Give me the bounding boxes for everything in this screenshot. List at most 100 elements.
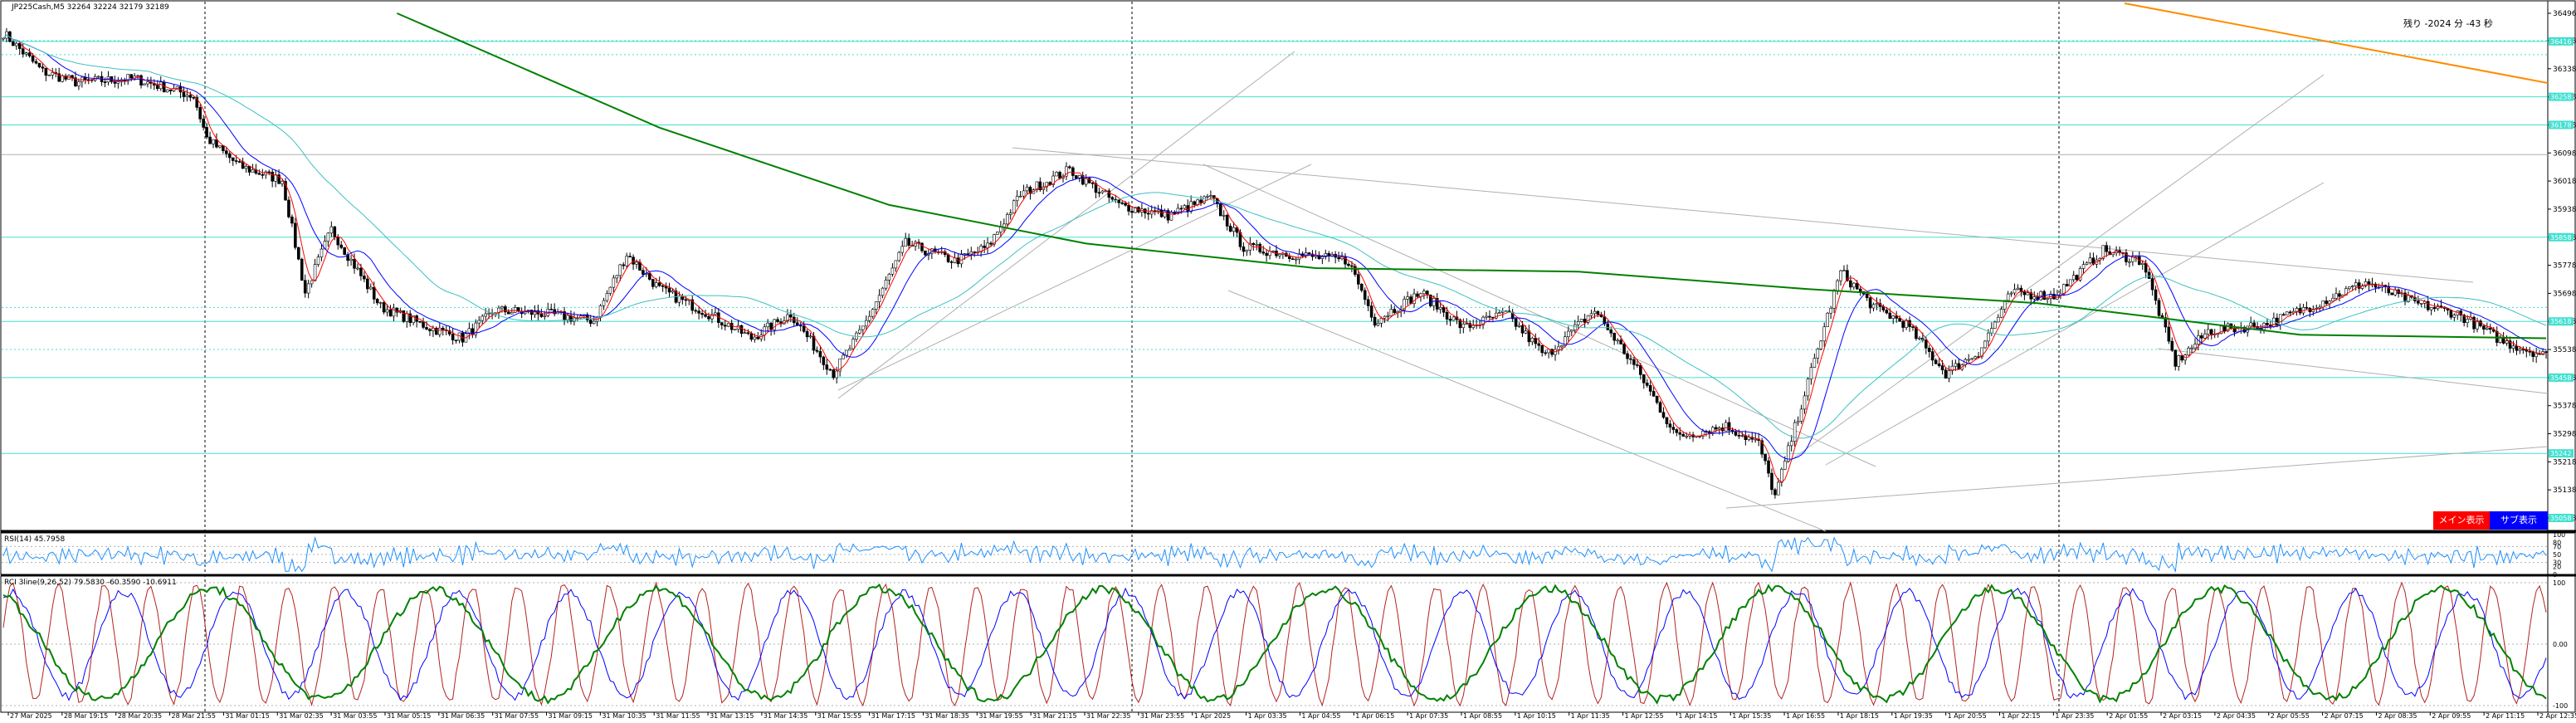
candle-body [2128, 261, 2131, 263]
candle-body [1225, 214, 1229, 227]
candle-body [1849, 280, 1852, 288]
price-axis-label: 35378 [2553, 403, 2576, 411]
candle-body [1701, 431, 1705, 437]
candle-body [1537, 343, 1541, 346]
candle-body [851, 339, 855, 349]
candle-body [858, 329, 861, 334]
level-tag [2549, 92, 2574, 101]
candle-body [563, 311, 566, 320]
candle-body [588, 320, 593, 325]
candle-body [1015, 196, 1019, 202]
candle-body [1665, 417, 1669, 424]
candle-body [959, 253, 964, 265]
candle-body [1438, 306, 1442, 310]
level-tag-label: 35858 [2550, 234, 2571, 242]
candle-body [1110, 197, 1115, 200]
time-axis-label: 31 Mar 17:15 [871, 712, 915, 720]
candle-body [290, 216, 294, 224]
candle-body [832, 369, 836, 379]
candle-body [2508, 340, 2512, 349]
candle-body [1242, 246, 1246, 252]
candle-body [1655, 396, 1659, 403]
candle-body [2203, 333, 2207, 339]
candle-body [1645, 382, 1649, 386]
candle-body [116, 81, 120, 84]
candle-body [867, 315, 871, 321]
candle-body [454, 340, 458, 341]
main-display-button[interactable]: メイン表示 [2433, 511, 2490, 530]
candle-body [625, 256, 628, 266]
candle-body [1622, 344, 1626, 354]
candle-body [2407, 295, 2410, 302]
candle-body [1130, 211, 1134, 213]
candle-body [1934, 359, 1938, 364]
candle-body [2266, 323, 2269, 325]
candle-body [2417, 300, 2420, 304]
candle-body [1973, 356, 1977, 359]
candle-body [566, 315, 569, 320]
candle-body [1901, 320, 1905, 328]
candle-body [1271, 250, 1275, 252]
candle-body [247, 166, 251, 173]
candle-body [1678, 432, 1682, 435]
candle-body [1199, 199, 1203, 203]
candle-body [989, 242, 993, 245]
candle-body [835, 370, 838, 379]
candle-body [1651, 391, 1656, 397]
candle-body [2472, 316, 2476, 330]
candle-body [1169, 212, 1173, 221]
candle-body [963, 253, 967, 255]
candle-body [2403, 292, 2407, 302]
level-tag [2549, 120, 2574, 129]
candle-body [1412, 293, 1416, 304]
candle-body [1290, 258, 1295, 260]
level-tag-label: 36178 [2550, 121, 2571, 129]
candle-body [129, 74, 133, 79]
candle-body [1077, 175, 1081, 179]
candle-body [310, 280, 314, 285]
price-axis-label: 35218 [2553, 458, 2576, 467]
time-axis-label: 27 Mar 2025 [10, 712, 52, 720]
candle-body [612, 277, 616, 288]
channel-line [2157, 348, 2549, 394]
candle-body [2071, 275, 2076, 281]
candle-body [208, 136, 212, 144]
candle-body [349, 258, 353, 261]
time-axis-label: 31 Mar 01:15 [225, 712, 269, 720]
candle-body [776, 319, 779, 322]
candle-body [1471, 325, 1475, 328]
candle-body [1337, 256, 1340, 260]
level-tag-label: 35618 [2550, 318, 2571, 325]
candle-body [395, 307, 399, 313]
candle-body [1324, 253, 1328, 257]
candle-body [1980, 347, 1983, 358]
candle-body [300, 258, 304, 281]
time-axis-label: 31 Mar 05:15 [387, 712, 431, 720]
candle-body [1442, 306, 1446, 313]
candle-body [818, 350, 822, 358]
candle-body [143, 83, 146, 85]
candle-body [2029, 292, 2033, 300]
candle-body [47, 75, 51, 76]
candle-body [313, 264, 317, 281]
time-axis-label: 2 Apr 09:55 [2432, 712, 2471, 720]
candle-body [632, 256, 635, 265]
candle-body [2321, 300, 2325, 308]
candle-body [1544, 352, 1547, 354]
channel-line [1825, 182, 2325, 466]
candle-body [1071, 167, 1075, 176]
sub-display-button[interactable]: サブ表示 [2490, 511, 2548, 530]
candle-body [1465, 323, 1469, 325]
channel-line [1227, 290, 1827, 532]
candle-body [2511, 345, 2515, 349]
candle-body [1809, 367, 1813, 379]
candle-body [1406, 296, 1409, 300]
candle-body [2026, 292, 2030, 296]
candle-body [281, 181, 284, 184]
candle-body [2288, 311, 2292, 314]
candle-body [1320, 256, 1325, 259]
candle-body [294, 222, 297, 248]
time-axis-label: 2 Apr 11:15 [2486, 712, 2525, 720]
